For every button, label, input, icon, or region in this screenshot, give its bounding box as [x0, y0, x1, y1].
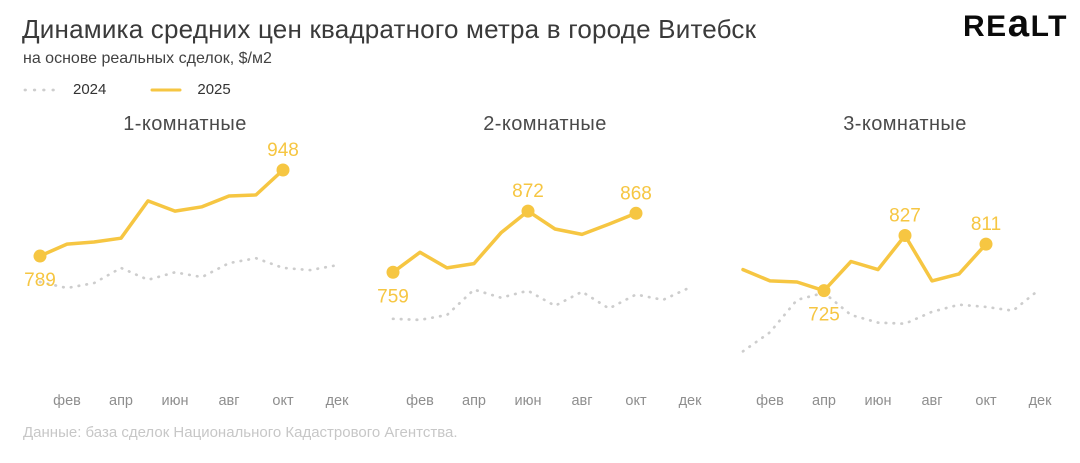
data-point-marker — [898, 228, 912, 242]
chart-legend: 2024 2025 — [22, 81, 231, 98]
x-axis-label: апр — [462, 393, 486, 409]
data-point-label: 789 — [24, 270, 56, 291]
chart-1-room: 1-комнатные 789 948 фев апр июн авг окт дек — [24, 113, 350, 409]
x-axis-label: фев — [756, 393, 784, 409]
x-axis-label: авг — [921, 393, 942, 409]
data-point-label: 811 — [971, 214, 1001, 235]
x-axis-label: июн — [162, 393, 189, 409]
legend-label-2024: 2024 — [73, 81, 107, 98]
x-axis-label: дек — [1029, 393, 1053, 409]
x-axis-label: авг — [571, 393, 592, 409]
data-point-label: 948 — [267, 140, 299, 161]
x-axis-label: апр — [109, 393, 133, 409]
legend-dotted-line-icon — [23, 88, 58, 91]
x-axis-label: июн — [865, 393, 892, 409]
data-point-label: 725 — [808, 305, 840, 326]
x-axis-label: окт — [272, 393, 294, 409]
data-point-marker — [979, 237, 993, 251]
data-point-marker — [33, 249, 47, 263]
series-line-2024 — [38, 256, 339, 290]
data-point-marker — [629, 206, 643, 220]
data-point-label: 868 — [620, 183, 652, 204]
data-point-marker — [521, 204, 535, 218]
x-axis-label: июн — [515, 393, 542, 409]
chart-3-room: 3-комнатные 725 827 811 фев апр июн авг окт дек — [741, 113, 1053, 409]
page-subtitle: на основе реальных сделок, $/м2 — [23, 50, 272, 67]
data-point-marker — [276, 163, 290, 177]
legend-solid-line-icon — [150, 88, 182, 91]
data-point-marker — [817, 284, 831, 298]
x-axis-label: апр — [812, 393, 836, 409]
series-line-2025 — [38, 168, 285, 258]
x-axis-label: дек — [679, 393, 703, 409]
data-point-marker — [386, 265, 400, 279]
x-axis-label: окт — [975, 393, 997, 409]
data-source: Данные: база сделок Национального Кадаст… — [23, 424, 458, 441]
data-point-label: 759 — [377, 286, 409, 307]
data-point-label: 872 — [512, 181, 544, 202]
x-axis-label: окт — [625, 393, 647, 409]
chart-2-room: 2-комнатные 759 872 868 фев апр июн авг окт дек — [377, 113, 703, 409]
facet-title: 2-комнатные — [483, 113, 606, 135]
series-line-2024 — [741, 287, 1042, 353]
realt-logo: REaLT — [963, 4, 1068, 43]
series-line-2025 — [391, 209, 638, 275]
x-axis-label: авг — [218, 393, 239, 409]
x-axis-label: фев — [406, 393, 434, 409]
data-point-label: 827 — [889, 205, 921, 226]
series-line-2025 — [741, 233, 988, 293]
charts-row: 1-комнатные 789 948 фев апр июн авг окт дек 2-ко… — [0, 100, 1080, 420]
logo-text-left: RE — [963, 10, 1008, 43]
legend-label-2025: 2025 — [197, 81, 231, 98]
logo-text-right: LT — [1030, 10, 1068, 43]
facet-title: 1-комнатные — [123, 113, 246, 135]
page-title: Динамика средних цен квадратного метра в… — [22, 14, 757, 44]
facet-title: 3-комнатные — [843, 113, 966, 135]
logo-letter-a: a — [1007, 2, 1031, 45]
series-line-2024 — [391, 286, 692, 322]
x-axis-label: фев — [53, 393, 81, 409]
x-axis-label: дек — [326, 393, 350, 409]
